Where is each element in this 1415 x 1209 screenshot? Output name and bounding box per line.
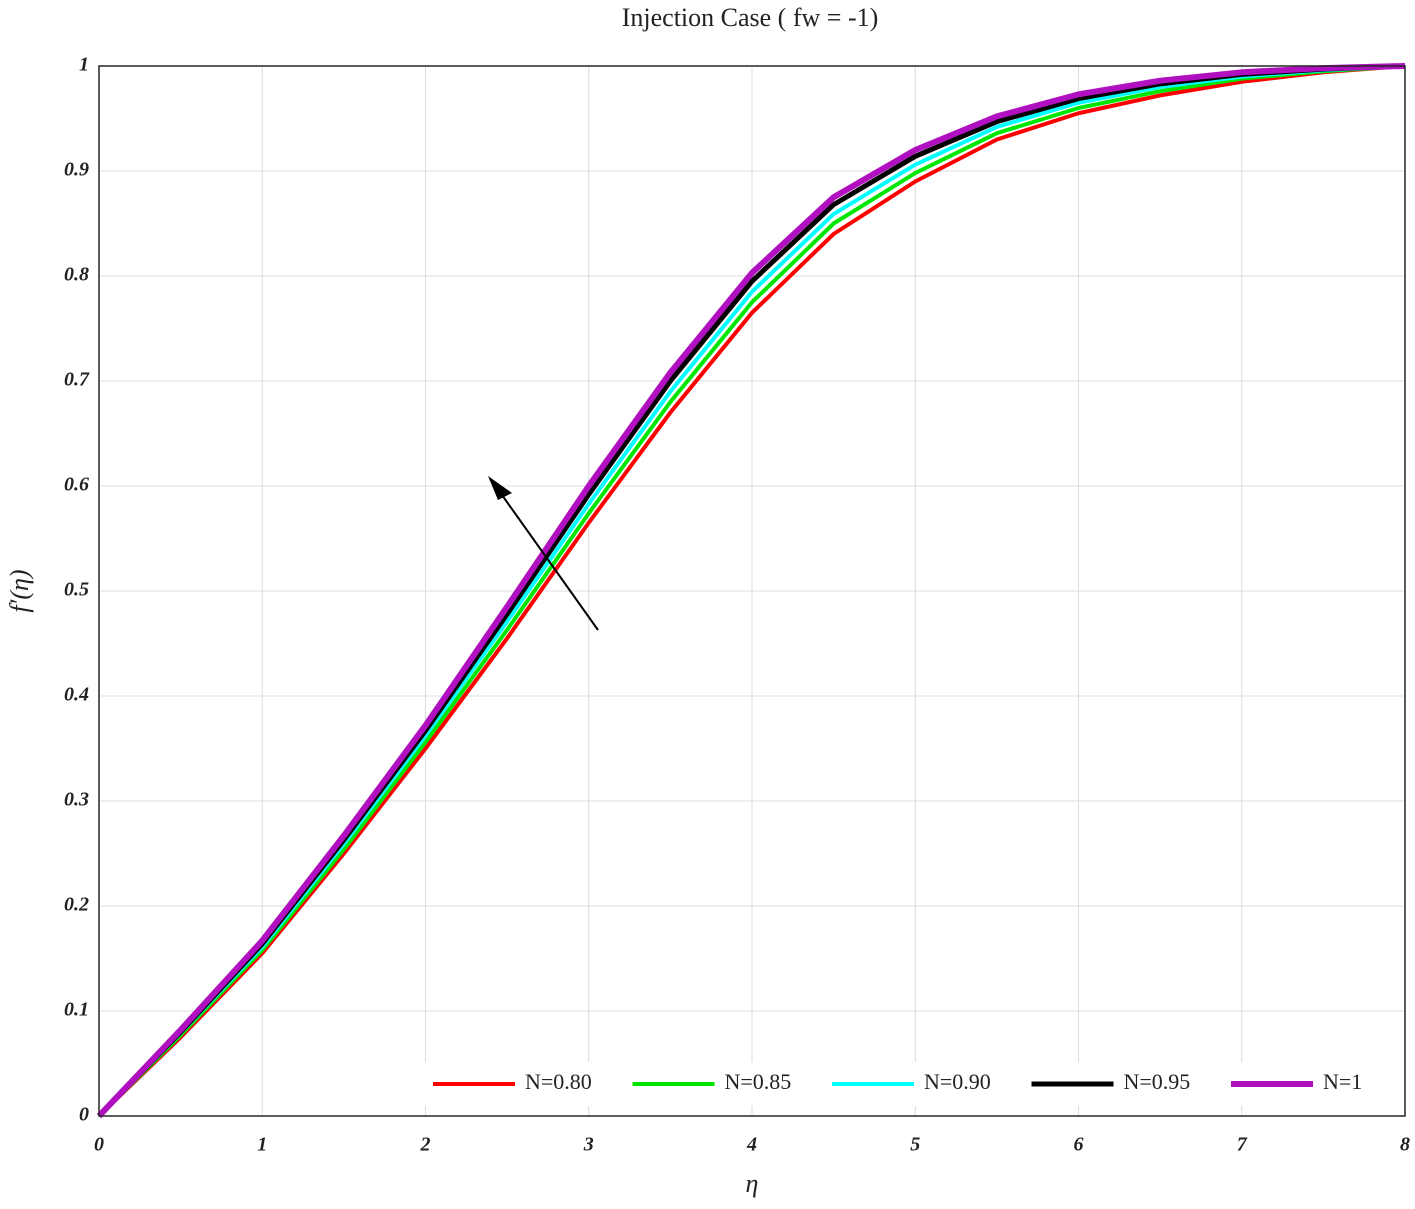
x-tick-label: 7 bbox=[1237, 1134, 1248, 1156]
x-tick-label: 8 bbox=[1400, 1134, 1410, 1156]
x-tick-label: 6 bbox=[1074, 1134, 1084, 1156]
x-tick-label: 5 bbox=[910, 1134, 920, 1156]
y-tick-label: 0 bbox=[79, 1104, 89, 1126]
y-tick-label: 1 bbox=[79, 54, 89, 76]
plot-lines bbox=[96, 63, 1406, 1119]
x-tick-label: 1 bbox=[257, 1134, 267, 1156]
y-tick-label: 0.8 bbox=[64, 264, 89, 286]
y-axis-label: f′(η) bbox=[5, 569, 34, 612]
annotation-arrow bbox=[488, 476, 599, 631]
arrow-shaft bbox=[496, 487, 599, 631]
grid bbox=[98, 65, 1406, 1117]
series-line bbox=[97, 64, 1406, 1118]
x-tick-label: 3 bbox=[583, 1134, 594, 1156]
legend-label: N=1 bbox=[1323, 1069, 1362, 1094]
legend-label: N=0.90 bbox=[924, 1069, 991, 1094]
x-tick-label: 2 bbox=[420, 1134, 431, 1156]
y-tick-label: 0.7 bbox=[64, 369, 90, 391]
y-tick-label: 0.4 bbox=[64, 684, 89, 706]
y-tick-label: 0.2 bbox=[64, 894, 89, 916]
axes-box bbox=[98, 65, 1406, 1117]
legend-label: N=0.85 bbox=[725, 1069, 792, 1094]
x-tick-label: 0 bbox=[94, 1134, 104, 1156]
y-tick-label: 0.3 bbox=[64, 789, 89, 811]
y-tick-label: 0.6 bbox=[64, 474, 89, 496]
legend: N=0.80 N=0.85 N=0.90 N=0.95 N=1 bbox=[425, 1062, 1400, 1106]
series-line bbox=[97, 64, 1406, 1118]
legend-label: N=0.80 bbox=[525, 1069, 592, 1094]
arrow-head bbox=[488, 476, 512, 500]
legend-label: N=0.95 bbox=[1124, 1069, 1191, 1094]
series-line bbox=[96, 63, 1406, 1119]
y-tick-label: 0.1 bbox=[64, 999, 89, 1021]
x-tick-label: 4 bbox=[746, 1134, 757, 1156]
y-tick-label: 0.5 bbox=[64, 579, 89, 601]
chart-title: Injection Case ( fw = -1) bbox=[622, 3, 879, 32]
x-axis-label: η bbox=[746, 1169, 759, 1198]
y-tick-label: 0.9 bbox=[64, 159, 89, 181]
